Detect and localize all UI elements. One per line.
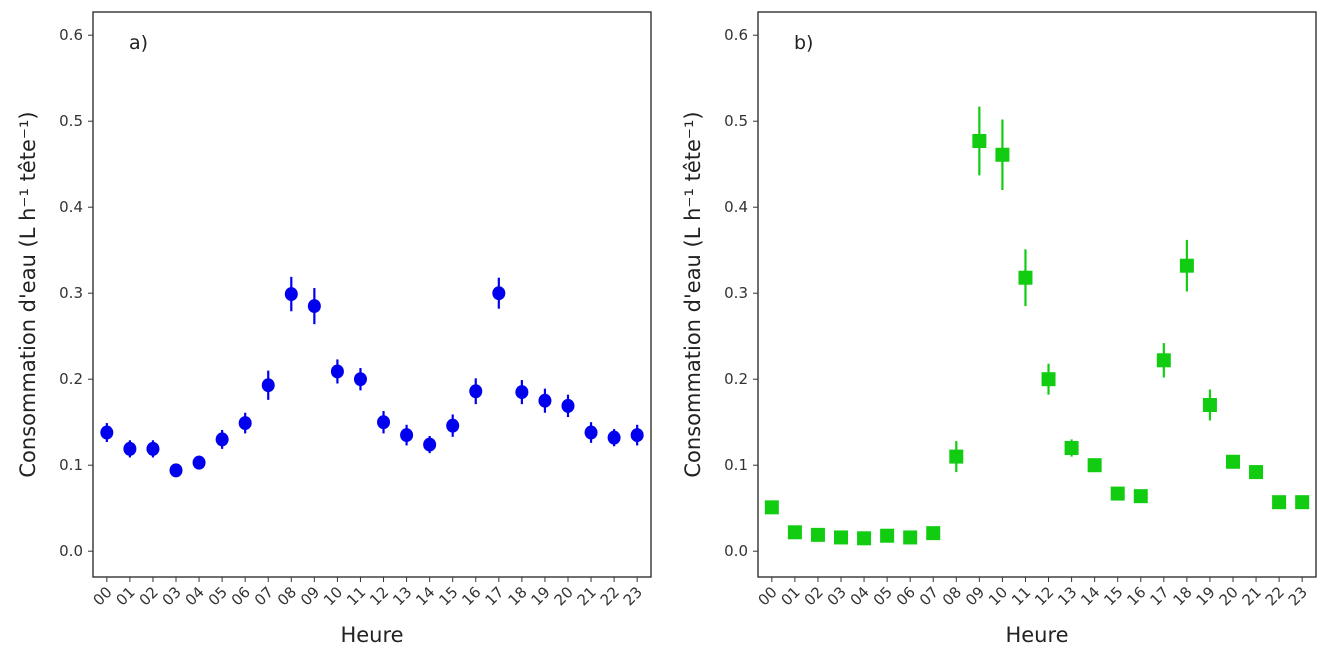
point <box>607 430 621 445</box>
point <box>492 286 506 301</box>
point <box>834 530 849 545</box>
point <box>630 428 644 443</box>
point <box>584 425 598 440</box>
x-tick-label: 23 <box>620 583 646 609</box>
point <box>1272 495 1287 510</box>
point <box>146 441 160 456</box>
point <box>949 449 964 464</box>
point <box>1156 353 1171 368</box>
point <box>1041 372 1056 387</box>
point <box>1179 258 1194 273</box>
plot-frame <box>757 11 1317 578</box>
y-tick-label: 0.4 <box>724 198 748 216</box>
point <box>1249 465 1264 480</box>
point <box>926 526 941 541</box>
point <box>423 437 437 452</box>
point <box>284 287 298 302</box>
y-tick-label: 0.0 <box>59 542 83 560</box>
x-axis-title: Heure <box>340 623 403 647</box>
point <box>857 531 872 546</box>
x-axis-title: Heure <box>1005 623 1068 647</box>
panel-label: b) <box>794 32 813 54</box>
y-axis-title: Consommation d'eau (L h⁻¹ tête⁻¹) <box>16 111 40 477</box>
point <box>330 364 344 379</box>
point <box>995 147 1010 162</box>
y-tick-label: 0.1 <box>59 456 83 474</box>
point <box>1295 495 1310 510</box>
point <box>515 385 529 400</box>
point <box>972 133 987 148</box>
point <box>810 527 825 542</box>
y-tick-label: 0.5 <box>59 112 83 130</box>
point <box>1018 270 1033 285</box>
y-tick-label: 0.6 <box>59 26 83 44</box>
point <box>123 441 137 456</box>
y-tick-label: 0.3 <box>59 284 83 302</box>
point <box>880 528 895 543</box>
panel-label: a) <box>129 32 148 54</box>
point <box>1064 441 1079 456</box>
point <box>400 428 414 443</box>
y-axis-title: Consommation d'eau (L h⁻¹ tête⁻¹) <box>681 111 705 477</box>
y-tick-label: 0.1 <box>724 456 748 474</box>
point <box>238 416 252 431</box>
point <box>307 299 321 314</box>
y-tick-label: 0.2 <box>724 370 748 388</box>
point <box>1202 398 1217 413</box>
point <box>446 418 460 433</box>
point <box>1110 486 1125 501</box>
point <box>192 455 206 470</box>
y-tick-label: 0.4 <box>59 198 83 216</box>
point <box>215 432 229 447</box>
point <box>353 372 367 387</box>
point <box>100 425 114 440</box>
y-tick-label: 0.5 <box>724 112 748 130</box>
y-tick-label: 0.0 <box>724 542 748 560</box>
point <box>169 463 183 478</box>
point <box>377 415 391 430</box>
plot-frame <box>92 11 652 578</box>
point <box>561 398 575 413</box>
x-tick-label: 23 <box>1285 583 1311 609</box>
point <box>261 378 275 393</box>
point <box>903 530 918 545</box>
point <box>787 525 802 540</box>
point <box>1087 458 1102 473</box>
point <box>538 393 552 408</box>
y-tick-label: 0.2 <box>59 370 83 388</box>
point <box>1225 454 1240 469</box>
point <box>764 500 779 515</box>
y-tick-label: 0.3 <box>724 284 748 302</box>
point <box>469 384 483 399</box>
y-tick-label: 0.6 <box>724 26 748 44</box>
point <box>1133 489 1148 504</box>
